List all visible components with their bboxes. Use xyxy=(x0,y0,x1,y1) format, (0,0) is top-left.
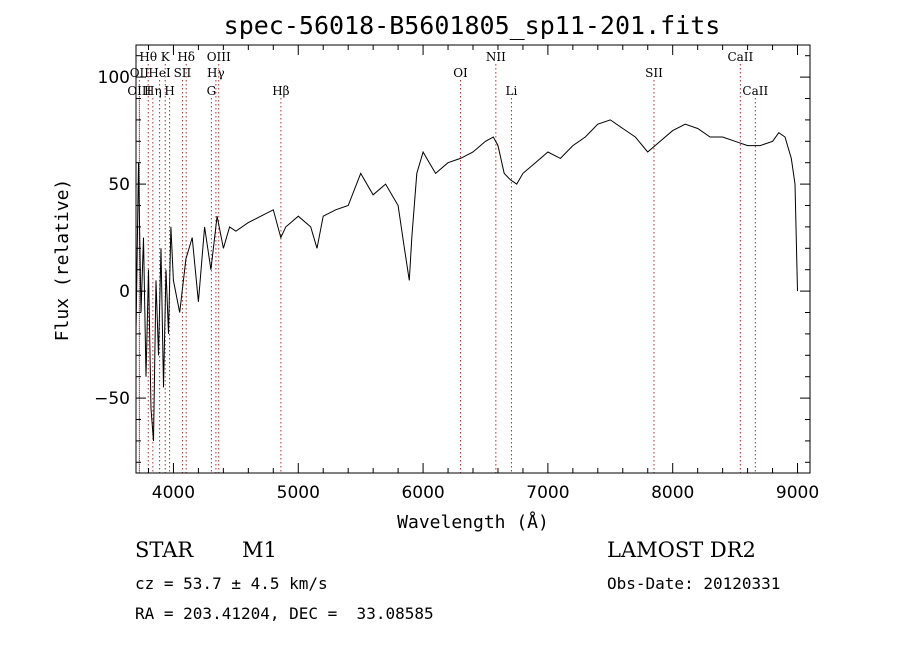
marker-label: K xyxy=(161,50,171,64)
object-subclass: M1 xyxy=(242,538,277,562)
x-tick-label: 9000 xyxy=(776,483,819,503)
chart-title: spec-56018-B5601805_sp11-201.fits xyxy=(224,11,721,40)
object-class: STAR xyxy=(135,538,194,562)
x-tick-label: 5000 xyxy=(277,483,320,503)
redshift-cz: cz = 53.7 ± 4.5 km/s xyxy=(135,574,328,593)
x-tick-label: 4000 xyxy=(152,483,195,503)
marker-label: OIII xyxy=(207,50,231,64)
y-axis-label: Flux (relative) xyxy=(52,179,73,342)
x-tick-label: 8000 xyxy=(651,483,694,503)
coordinates: RA = 203.41204, DEC = 33.08585 xyxy=(135,604,434,623)
marker-label: SII xyxy=(645,66,663,80)
y-tick-label: 50 xyxy=(108,175,130,195)
marker-label: CaII xyxy=(727,50,753,64)
marker-label: H xyxy=(164,84,174,98)
marker-label: Hβ xyxy=(272,84,289,98)
x-axis-label: Wavelength (Å) xyxy=(397,511,549,533)
marker-label: OI xyxy=(453,66,468,80)
x-tick-label: 7000 xyxy=(526,483,569,503)
marker-label: Hη xyxy=(144,84,162,98)
y-tick-label: 0 xyxy=(119,282,130,302)
spectral-line-markers xyxy=(138,64,756,473)
marker-label: Hγ xyxy=(207,66,225,80)
marker-label: OIII xyxy=(127,84,151,98)
y-tick-label: −50 xyxy=(94,389,130,409)
marker-label: Hδ xyxy=(177,50,195,64)
survey-name: LAMOST DR2 xyxy=(607,538,756,562)
marker-label: Hθ xyxy=(139,50,157,64)
marker-label: SII xyxy=(174,66,192,80)
y-tick-label: 100 xyxy=(98,68,130,88)
y-axis-ticks: −50 0 50 100 xyxy=(94,55,810,463)
marker-label: OII xyxy=(130,66,150,80)
marker-label: G xyxy=(207,84,217,98)
marker-label: HeI xyxy=(148,66,171,80)
x-tick-label: 6000 xyxy=(401,483,444,503)
marker-label: Li xyxy=(506,84,518,98)
observation-date: Obs-Date: 20120331 xyxy=(607,574,781,593)
flux-series-line xyxy=(135,119,798,441)
x-axis-ticks: 4000 5000 6000 7000 8000 9000 xyxy=(147,45,819,503)
plot-frame xyxy=(135,44,811,474)
marker-label: CaII xyxy=(742,84,768,98)
marker-label: NII xyxy=(486,50,506,64)
